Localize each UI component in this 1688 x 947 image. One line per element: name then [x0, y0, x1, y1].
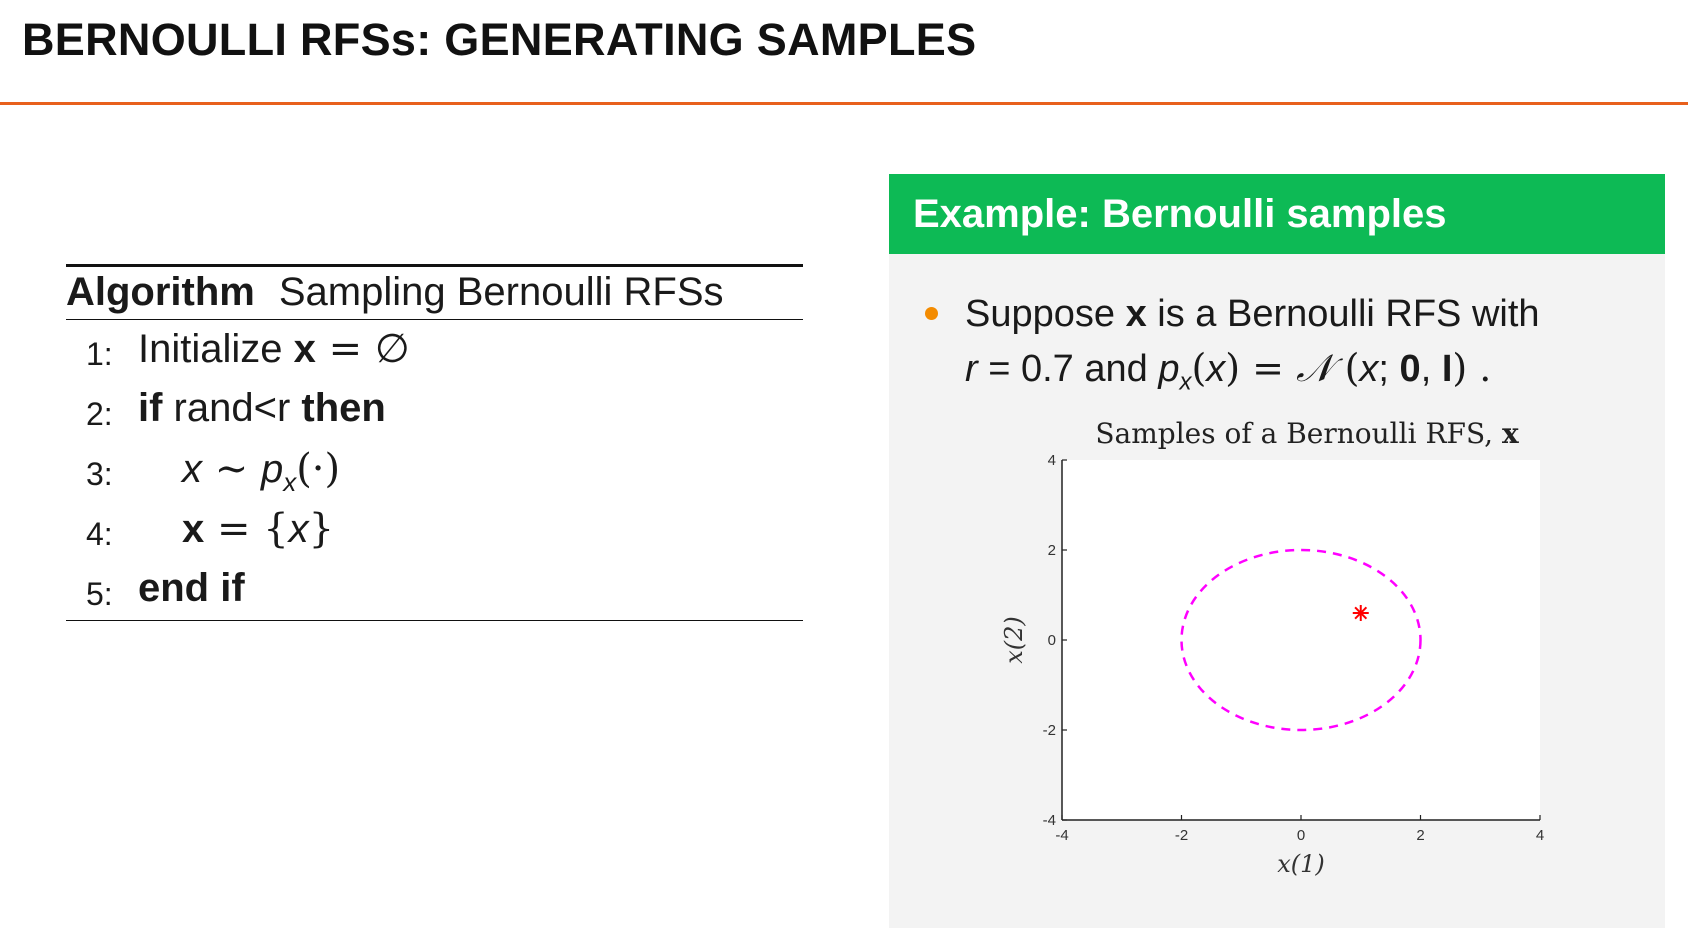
zero-vector: 0: [1399, 348, 1421, 390]
axes: -4 -2 0 2 4 -4 -2 0 2 4: [1043, 452, 1545, 844]
set-symbol: x: [182, 507, 205, 551]
text: = 0.7 and: [977, 348, 1159, 390]
keyword-end-if: end if: [138, 566, 245, 610]
density-p: p: [260, 447, 284, 491]
algorithm-line-5: 5: end if: [66, 560, 803, 620]
algorithm-line-4: 4: x = {x}: [66, 500, 803, 560]
algorithm-line-1: 1: Initialize x = ∅: [66, 320, 803, 380]
sample-point-asterisk-icon: [1352, 605, 1369, 621]
separator: ;: [1378, 348, 1400, 390]
text: Suppose: [965, 293, 1126, 335]
line-number: 4:: [86, 516, 113, 552]
chart-title: Samples of a Bernoulli RFS, x: [1095, 417, 1519, 450]
keyword-then: then: [301, 386, 386, 430]
sigma-contour: [1180, 548, 1422, 732]
y-tick-label: 0: [1048, 632, 1056, 649]
identity-matrix: I: [1441, 348, 1453, 390]
line-number: 5:: [86, 576, 113, 612]
paren: (: [1191, 346, 1207, 390]
variable-x: x: [1359, 348, 1379, 390]
empty-set-expression: = ∅: [315, 326, 410, 372]
set-symbol: x: [293, 327, 316, 371]
variable-x: x: [288, 507, 309, 551]
title-divider: [0, 102, 1688, 105]
chart: Samples of a Bernoulli RFS, x -4 -2 0 2 4-4-…: [1000, 417, 1545, 878]
paren: ) =: [1225, 346, 1297, 390]
asterisk-stroke: [1354, 606, 1368, 620]
algorithm-header: Algorithm Sampling Bernoulli RFSs: [66, 267, 803, 319]
algorithm-keyword: Algorithm: [66, 270, 255, 314]
density-p: p: [1158, 348, 1180, 390]
algorithm-line-3: 3: x ∼ px(·): [66, 440, 803, 500]
variable-x: x: [1206, 348, 1226, 390]
line-number: 2:: [86, 396, 113, 432]
plot-area: [1062, 460, 1540, 820]
x-tick-label: 2: [1416, 827, 1424, 844]
bullet-line-1: Suppose x is a Bernoulli RFS with: [965, 287, 1540, 341]
slide-title: BERNOULLI RFSs: GENERATING SAMPLES: [22, 14, 977, 65]
separator: ,: [1420, 348, 1442, 390]
algorithm-name: Sampling Bernoulli RFSs: [278, 270, 724, 314]
line-text: Initialize: [138, 327, 294, 371]
bullet-line-2: r = 0.7 and px(x) = 𝒩 (x; 0, I) .: [965, 341, 1491, 410]
algorithm-top-rule: [66, 264, 803, 267]
y-tick-label: 4: [1048, 452, 1056, 469]
set-symbol: x: [1125, 293, 1147, 335]
paren: ) .: [1452, 346, 1492, 390]
density-subscript: x: [1179, 368, 1192, 396]
condition: rand<r: [162, 386, 302, 430]
paren: (: [1332, 346, 1360, 390]
y-tick-label: 2: [1048, 542, 1056, 559]
close-brace: }: [308, 506, 335, 552]
y-axis-label: x(2): [1000, 616, 1028, 664]
tilde-symbol: ∼: [202, 446, 261, 492]
algorithm-bottom-rule: [66, 620, 803, 621]
argument: (·): [296, 446, 341, 492]
bullet-dot-icon: [925, 307, 938, 320]
variable-r: r: [965, 348, 978, 390]
keyword-if: if: [138, 386, 163, 430]
normal-symbol: 𝒩: [1296, 346, 1333, 390]
equals-brace: = {: [204, 506, 289, 552]
algorithm-mid-rule: [66, 319, 803, 320]
x-tick-label: 4: [1536, 827, 1544, 844]
example-header: Example: Bernoulli samples: [889, 174, 1665, 254]
x-axis-label: x(1): [1277, 850, 1325, 878]
text: is a Bernoulli RFS with: [1146, 293, 1540, 335]
x-tick-label: -2: [1175, 827, 1188, 844]
y-tick-label: -4: [1043, 812, 1056, 829]
x-tick-label: -4: [1055, 827, 1068, 844]
y-tick-label: -2: [1043, 722, 1056, 739]
x-tick-label: 0: [1297, 827, 1305, 844]
density-subscript: x: [283, 467, 297, 497]
sample-points: [1352, 605, 1369, 621]
algorithm-box: Algorithm Sampling Bernoulli RFSs 1: Init…: [66, 264, 803, 621]
line-number: 1:: [86, 336, 113, 372]
variable-x: x: [182, 447, 202, 491]
line-number: 3:: [86, 456, 113, 492]
algorithm-line-2: 2: if rand<r then: [66, 380, 803, 440]
